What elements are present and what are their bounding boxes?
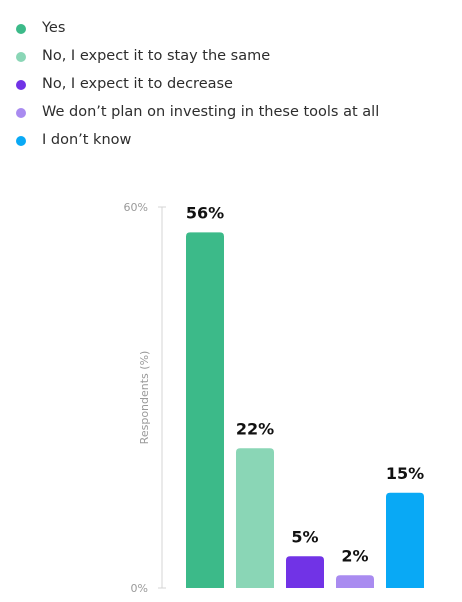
bar bbox=[286, 556, 324, 588]
legend-label: No, I expect it to stay the same bbox=[42, 48, 271, 64]
bar bbox=[386, 492, 424, 588]
bar bbox=[236, 448, 274, 588]
bar-value-label: 5% bbox=[291, 527, 318, 546]
bar-value-label: 2% bbox=[341, 546, 368, 565]
bar bbox=[336, 575, 374, 588]
legend-swatch bbox=[16, 136, 26, 146]
legend-item: We don’t plan on investing in these tool… bbox=[0, 99, 440, 127]
legend-swatch bbox=[16, 108, 26, 118]
bar-value-label: 22% bbox=[236, 419, 274, 438]
legend-label: Yes bbox=[42, 20, 66, 36]
legend-label: I don’t know bbox=[42, 132, 132, 148]
legend-item: Yes bbox=[0, 15, 440, 43]
y-tick-label: 0% bbox=[131, 582, 148, 595]
legend-label: We don’t plan on investing in these tool… bbox=[42, 104, 380, 120]
bar bbox=[186, 232, 224, 588]
legend-swatch bbox=[16, 80, 26, 90]
legend-item: No, I expect it to decrease bbox=[0, 71, 440, 99]
legend-swatch bbox=[16, 52, 26, 62]
y-axis-title: Respondents (%) bbox=[138, 351, 151, 445]
y-tick-label: 60% bbox=[124, 201, 148, 214]
legend-item: No, I expect it to stay the same bbox=[0, 43, 440, 71]
bar-value-labels: 56% 22% 5% 2% 15% bbox=[186, 203, 424, 565]
bars bbox=[186, 232, 424, 588]
legend-item: I don’t know bbox=[0, 127, 440, 155]
legend-swatch bbox=[16, 24, 26, 34]
bar-value-label: 56% bbox=[186, 203, 224, 222]
y-axis: 0% 60% Respondents (%) bbox=[124, 201, 166, 595]
legend-label: No, I expect it to decrease bbox=[42, 76, 233, 92]
bar-value-label: 15% bbox=[386, 464, 424, 483]
